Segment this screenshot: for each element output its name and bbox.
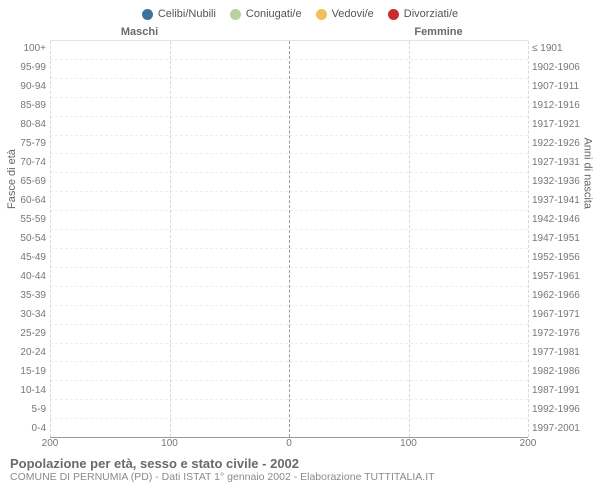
year-tick: 1942-1946 <box>532 211 590 229</box>
year-tick: 1977-1981 <box>532 344 590 362</box>
age-tick: 55-59 <box>10 211 46 229</box>
age-tick: 15-19 <box>10 363 46 381</box>
footer: Popolazione per età, sesso e stato civil… <box>10 456 590 483</box>
year-tick: 1947-1951 <box>532 230 590 248</box>
chart-container: Celibi/Nubili Coniugati/e Vedovi/e Divorzia… <box>0 0 600 500</box>
legend-swatch <box>142 9 153 20</box>
chart-title: Popolazione per età, sesso e stato civil… <box>10 456 590 471</box>
x-tick: 100 <box>400 438 417 449</box>
year-tick: 1967-1971 <box>532 306 590 324</box>
age-tick: 20-24 <box>10 344 46 362</box>
year-tick: 1982-1986 <box>532 363 590 381</box>
x-tick: 100 <box>161 438 178 449</box>
legend-item: Celibi/Nubili <box>142 8 216 20</box>
x-tick: 0 <box>286 438 292 449</box>
y-axis-right-title: Anni di nascita <box>582 137 594 209</box>
male-header: Maschi <box>50 26 289 38</box>
plot-area <box>50 40 528 438</box>
chart-subtitle: COMUNE DI PERNUMIA (PD) - Dati ISTAT 1° … <box>10 471 590 483</box>
x-tick: 200 <box>520 438 537 449</box>
age-tick: 90-94 <box>10 78 46 96</box>
age-tick: 50-54 <box>10 230 46 248</box>
y-axis-left-title: Fasce di età <box>6 149 18 209</box>
female-header: Femmine <box>289 26 528 38</box>
legend-label: Divorziati/e <box>404 8 458 20</box>
x-axis: 2001000100200 <box>50 438 528 452</box>
year-tick: 1917-1921 <box>532 116 590 134</box>
age-tick: 30-34 <box>10 306 46 324</box>
age-tick: 85-89 <box>10 97 46 115</box>
age-tick: 35-39 <box>10 287 46 305</box>
y-axis-age: 100+95-9990-9485-8980-8475-7970-7465-696… <box>10 40 50 438</box>
age-tick: 80-84 <box>10 116 46 134</box>
legend-item: Coniugati/e <box>230 8 302 20</box>
legend-swatch <box>230 9 241 20</box>
age-tick: 5-9 <box>10 401 46 419</box>
year-tick: 1992-1996 <box>532 401 590 419</box>
gender-headers: Maschi Femmine <box>10 26 590 38</box>
year-tick: 1962-1966 <box>532 287 590 305</box>
year-tick: 1997-2001 <box>532 420 590 438</box>
age-tick: 25-29 <box>10 325 46 343</box>
legend-label: Coniugati/e <box>246 8 302 20</box>
legend-item: Vedovi/e <box>316 8 374 20</box>
year-tick: 1902-1906 <box>532 59 590 77</box>
x-tick: 200 <box>42 438 59 449</box>
year-tick: 1957-1961 <box>532 268 590 286</box>
year-tick: 1912-1916 <box>532 97 590 115</box>
legend-label: Celibi/Nubili <box>158 8 216 20</box>
year-tick: 1907-1911 <box>532 78 590 96</box>
age-tick: 40-44 <box>10 268 46 286</box>
legend-swatch <box>316 9 327 20</box>
age-tick: 10-14 <box>10 382 46 400</box>
legend-swatch <box>388 9 399 20</box>
legend: Celibi/Nubili Coniugati/e Vedovi/e Divorzia… <box>10 8 590 20</box>
chart-zone: Fasce di età Anni di nascita 100+95-9990… <box>10 40 590 438</box>
age-tick: 100+ <box>10 40 46 58</box>
year-tick: 1987-1991 <box>532 382 590 400</box>
age-tick: 45-49 <box>10 249 46 267</box>
year-tick: 1972-1976 <box>532 325 590 343</box>
year-tick: 1952-1956 <box>532 249 590 267</box>
year-tick: ≤ 1901 <box>532 40 590 58</box>
legend-item: Divorziati/e <box>388 8 458 20</box>
age-tick: 0-4 <box>10 420 46 438</box>
age-tick: 95-99 <box>10 59 46 77</box>
y-axis-year: ≤ 19011902-19061907-19111912-19161917-19… <box>528 40 590 438</box>
legend-label: Vedovi/e <box>332 8 374 20</box>
